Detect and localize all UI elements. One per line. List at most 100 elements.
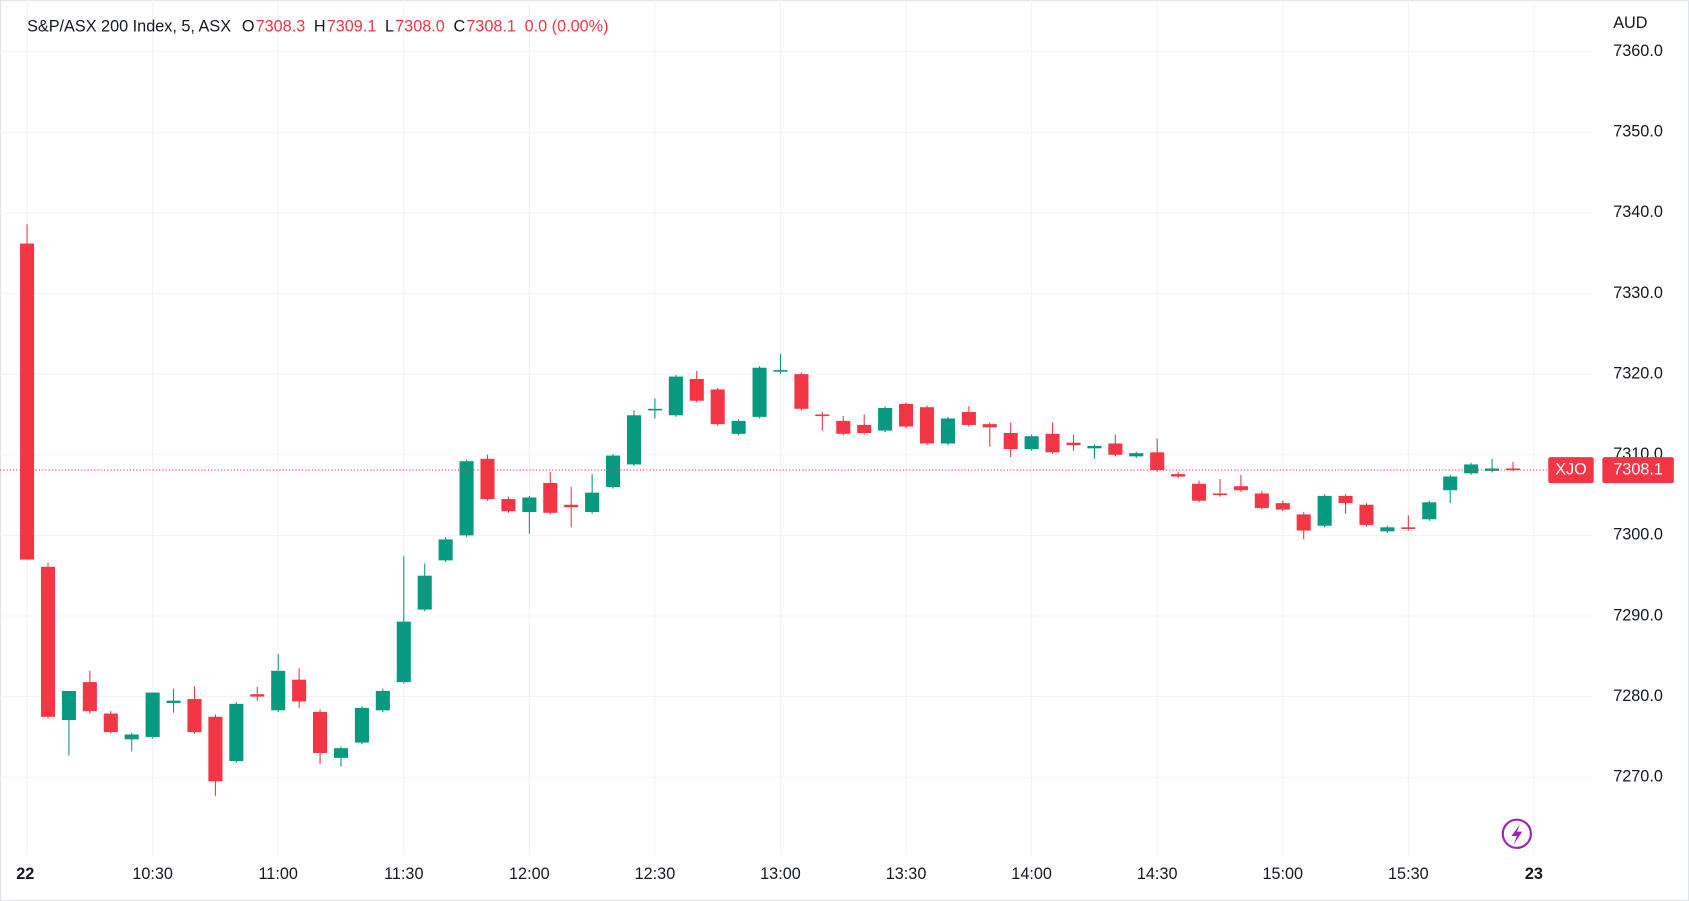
labels-layer: 7270.07280.07290.07300.07310.07320.07330… — [16, 17, 1674, 883]
candle-body — [1401, 527, 1416, 529]
candle-body — [773, 370, 788, 372]
candle-body — [982, 424, 997, 428]
lightning-icon — [1501, 818, 1533, 849]
candle-body — [166, 700, 181, 704]
candle-body — [1212, 493, 1228, 496]
x-tick-label: 14:00 — [1011, 865, 1052, 883]
symbol-label: XJO — [1555, 460, 1587, 478]
currency-label: AUD — [1613, 14, 1647, 32]
x-tick-label: 13:00 — [760, 865, 801, 883]
candle-body — [354, 707, 369, 743]
candle-body — [1192, 483, 1207, 501]
chart-title: S&P/ASX 200 Index, 5, ASX — [27, 17, 231, 35]
candle-body — [145, 692, 160, 737]
candle-body — [564, 504, 579, 508]
candle-body — [606, 455, 621, 488]
candle-body — [1422, 502, 1437, 520]
y-tick-label: 7280.0 — [1613, 687, 1663, 705]
candle-body — [40, 566, 56, 717]
y-tick-label: 7360.0 — [1613, 42, 1663, 60]
candle-body — [292, 679, 307, 702]
ohlc-value: 7309.1 — [327, 17, 377, 35]
candle-body — [1338, 495, 1353, 504]
candle-body — [668, 376, 683, 416]
x-tick-label: 13:30 — [886, 865, 927, 883]
ohlc-key: C — [453, 17, 465, 35]
candle-body — [1485, 468, 1500, 471]
ohlc-value: 7308.3 — [256, 17, 306, 35]
ohlc-key: H — [314, 17, 326, 35]
candle-body — [333, 748, 349, 758]
x-tick-label: 15:30 — [1388, 865, 1429, 883]
x-end-label: 23 — [1525, 865, 1543, 883]
candle-body — [271, 670, 286, 711]
candle-body — [438, 539, 453, 561]
candle-body — [208, 716, 223, 782]
candle-body — [61, 690, 76, 720]
y-tick-label: 7290.0 — [1613, 606, 1663, 624]
candle-body — [1129, 453, 1144, 457]
candle-body — [1066, 442, 1081, 446]
candle-body — [1443, 476, 1458, 491]
candle-body — [1317, 495, 1332, 526]
candle-body — [20, 243, 35, 560]
candle-body — [124, 734, 139, 740]
candle-body — [229, 703, 244, 762]
candle-body — [1087, 445, 1102, 449]
candle-body — [103, 713, 118, 733]
candle-body — [899, 403, 914, 427]
candle-body — [375, 690, 390, 711]
change-value: 0.0 (0.00%) — [525, 17, 609, 35]
x-tick-label: 11:30 — [384, 865, 423, 883]
candle-body — [836, 420, 851, 434]
y-tick-label: 7320.0 — [1613, 364, 1663, 382]
candle-body — [878, 408, 893, 431]
candle-body — [543, 482, 558, 513]
x-tick-label: 22 — [16, 865, 34, 883]
candle-body — [459, 461, 474, 536]
x-tick-label: 11:00 — [258, 865, 297, 883]
symbol-badge — [1548, 457, 1594, 484]
candle-body — [1505, 468, 1521, 471]
candle-body — [961, 412, 976, 425]
candle-body — [396, 621, 411, 683]
candle-body — [1296, 514, 1311, 531]
last-price-badge — [1602, 457, 1674, 484]
candle-body — [815, 414, 830, 417]
candle-body — [1275, 503, 1290, 510]
candle-body — [1171, 474, 1186, 477]
candle-body — [1233, 486, 1248, 491]
y-tick-label: 7270.0 — [1613, 768, 1663, 786]
candle-body — [82, 682, 97, 712]
y-tick-label: 7350.0 — [1613, 123, 1663, 141]
x-tick-label: 12:30 — [635, 865, 676, 883]
candle-body — [710, 389, 725, 425]
x-tick-label: 14:30 — [1137, 865, 1178, 883]
candle-body — [1150, 452, 1165, 471]
candles-layer — [0, 224, 1592, 796]
candle-body — [187, 699, 202, 733]
ohlc-key: O — [242, 17, 255, 35]
candle-body — [689, 378, 704, 401]
candle-body — [501, 499, 516, 512]
y-tick-label: 7340.0 — [1613, 203, 1663, 221]
candle-body — [647, 408, 662, 411]
candle-body — [731, 420, 746, 434]
candle-body — [794, 374, 809, 409]
candle-body — [1045, 433, 1060, 453]
candle-body — [1359, 504, 1374, 525]
candle-body — [480, 458, 495, 500]
candle-body — [1108, 443, 1123, 455]
candle-body — [940, 418, 955, 444]
last-price-label: 7308.1 — [1613, 460, 1663, 478]
x-tick-label: 10:30 — [132, 865, 173, 883]
x-tick-label: 15:00 — [1262, 865, 1303, 883]
candle-body — [752, 367, 767, 417]
candle-body — [585, 492, 600, 513]
candle-body — [1003, 433, 1018, 450]
x-tick-label: 12:00 — [509, 865, 550, 883]
candle-body — [522, 497, 537, 513]
